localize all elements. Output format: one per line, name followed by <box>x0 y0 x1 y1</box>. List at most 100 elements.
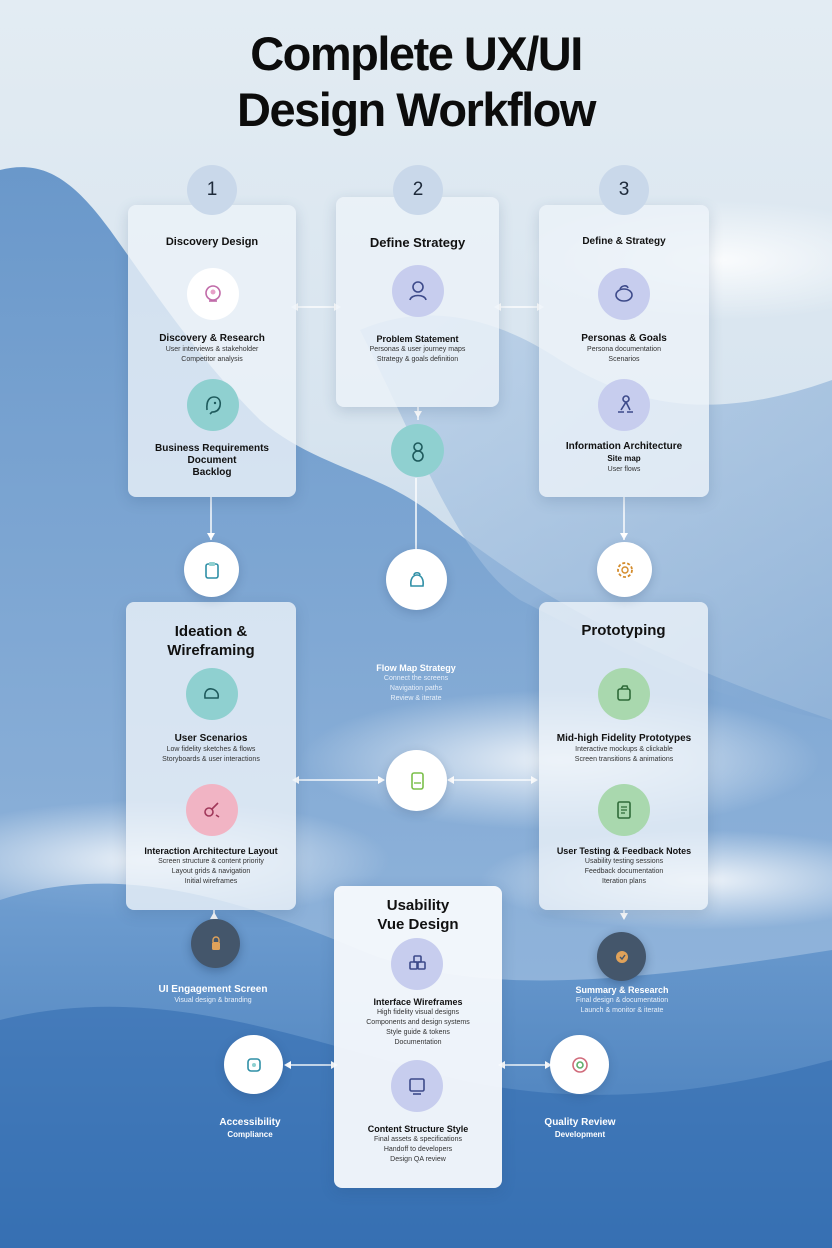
interaction-layout-line-2: Layout grids & navigation <box>171 868 251 875</box>
user-testing-line-3: Iteration plans <box>602 878 646 885</box>
components-icon <box>391 938 443 990</box>
user-face-icon <box>187 379 239 431</box>
summary-research-heading: Summary & Research <box>575 985 669 995</box>
flow-map-heading: Flow Map Strategy <box>376 663 456 673</box>
discovery-research-line-1: User interviews & stakeholder <box>165 346 259 353</box>
business-requirements-line-1: Document <box>187 455 237 466</box>
summary-research-label: Summary & Research Final design & docume… <box>546 984 698 1016</box>
flow-map-line-1: Connect the screens <box>383 675 449 682</box>
discovery-card-title: Discovery Design <box>165 236 259 248</box>
ui-engagement-line-1: Visual design & branding <box>174 997 252 1004</box>
ideation-title-line-2: Wireframing <box>167 642 255 659</box>
business-requirements-line-2: Backlog <box>192 467 232 478</box>
journey-node <box>386 549 447 610</box>
define-and-strategy-card-title: Define & Strategy <box>582 236 666 247</box>
ideation-title-line-1: Ideation & <box>174 623 248 640</box>
information-architecture-line-2: User flows <box>607 466 641 473</box>
usability-title-line-2: Vue Design <box>377 916 459 933</box>
personas-goals-line-2: Scenarios <box>608 356 640 363</box>
page-title: Complete UX/UI Design Workflow <box>0 26 832 138</box>
quality-review-node <box>550 1035 609 1094</box>
usability-card-title: Usability Vue Design <box>334 896 502 934</box>
interaction-layout-line-1: Screen structure & content priority <box>158 858 264 865</box>
define-and-strategy-card: Define & Strategy <box>539 205 709 497</box>
prototyping-card: Prototyping <box>539 602 708 910</box>
define-strategy-card-title: Define Strategy <box>369 235 466 250</box>
quality-review-line-1: Development <box>554 1130 606 1139</box>
lock-node <box>191 919 240 968</box>
interaction-layout-line-3: Initial wireframes <box>184 878 238 885</box>
interface-wireframes-line-4: Documentation <box>394 1039 442 1046</box>
problem-statement-line-2: Strategy & goals definition <box>376 356 459 363</box>
device-node <box>386 750 447 811</box>
personas-goals-label: Personas & Goals Persona documentation S… <box>549 333 699 365</box>
discovery-card: Discovery Design <box>128 205 296 497</box>
quality-review-label: Quality Review Development <box>520 1117 640 1141</box>
user-scenarios-label: User Scenarios Low fidelity sketches & f… <box>136 733 286 765</box>
mid-high-fidelity-label: Mid-high Fidelity Prototypes Interactive… <box>549 733 699 765</box>
gear-node <box>597 542 652 597</box>
flow-map-line-3: Review & iterate <box>390 695 442 702</box>
interaction-icon <box>186 784 238 836</box>
mid-high-fidelity-line-1: Interactive mockups & clickable <box>575 746 673 753</box>
persona-icon <box>392 265 444 317</box>
badge-node <box>597 932 646 981</box>
summary-research-line-1: Final design & documentation <box>575 997 669 1004</box>
user-scenarios-line-1: Low fidelity sketches & flows <box>166 746 256 753</box>
content-structure-line-3: Design QA review <box>390 1156 446 1163</box>
accessibility-line-1: Compliance <box>227 1130 273 1139</box>
sketch-icon <box>186 668 238 720</box>
business-requirements-heading: Business Requirements <box>155 443 269 454</box>
flow-map-note: Flow Map Strategy Connect the screens Na… <box>346 662 486 704</box>
ideation-card: Ideation & Wireframing <box>126 602 296 910</box>
ideation-card-title: Ideation & Wireframing <box>126 622 296 660</box>
business-requirements-label: Business Requirements Document Backlog <box>140 443 284 479</box>
title-line-2: Design Workflow <box>237 83 596 136</box>
problem-statement-label: Problem Statement Personas & user journe… <box>346 333 489 365</box>
step-3-badge: 3 <box>599 165 649 215</box>
sitemap-icon <box>598 379 650 431</box>
accessibility-label: Accessibility Compliance <box>190 1117 310 1141</box>
interface-wireframes-label: Interface Wireframes High fidelity visua… <box>344 996 492 1048</box>
interaction-layout-heading: Interaction Architecture Layout <box>144 846 278 856</box>
user-journey-icon <box>391 424 444 477</box>
research-icon <box>187 268 239 320</box>
document-icon <box>598 784 650 836</box>
ui-engagement-label: UI Engagement Screen Visual design & bra… <box>138 984 288 1006</box>
accessibility-node <box>224 1035 283 1094</box>
title-line-1: Complete UX/UI <box>250 27 583 80</box>
information-architecture-line-1: Site map <box>607 454 641 463</box>
content-structure-line-2: Handoff to developers <box>383 1146 453 1153</box>
user-testing-label: User Testing & Feedback Notes Usability … <box>549 845 699 887</box>
step-2-badge: 2 <box>393 165 443 215</box>
quality-review-heading: Quality Review <box>544 1117 616 1128</box>
goals-icon <box>598 268 650 320</box>
user-scenarios-heading: User Scenarios <box>174 733 248 744</box>
interface-wireframes-line-3: Style guide & tokens <box>386 1029 450 1036</box>
content-structure-label: Content Structure Style Final assets & s… <box>344 1123 492 1165</box>
user-scenarios-line-2: Storyboards & user interactions <box>162 756 260 763</box>
ui-engagement-heading: UI Engagement Screen <box>158 984 268 995</box>
interface-wireframes-line-2: Components and design systems <box>366 1019 470 1026</box>
discovery-research-label: Discovery & Research User interviews & s… <box>140 333 284 365</box>
mid-high-fidelity-line-2: Screen transitions & animations <box>574 756 674 763</box>
interaction-layout-label: Interaction Architecture Layout Screen s… <box>136 845 286 887</box>
prototype-icon <box>598 668 650 720</box>
problem-statement-heading: Problem Statement <box>376 334 459 344</box>
discovery-research-line-2: Competitor analysis <box>181 356 243 363</box>
screen-icon <box>391 1060 443 1112</box>
discovery-research-heading: Discovery & Research <box>159 333 265 344</box>
flow-map-line-2: Navigation paths <box>389 685 443 692</box>
user-testing-line-2: Feedback documentation <box>584 868 664 875</box>
interface-wireframes-line-1: High fidelity visual designs <box>376 1009 460 1016</box>
mid-high-fidelity-heading: Mid-high Fidelity Prototypes <box>556 733 692 744</box>
accessibility-heading: Accessibility <box>219 1117 281 1128</box>
personas-goals-line-1: Persona documentation <box>587 346 661 353</box>
personas-goals-heading: Personas & Goals <box>581 333 667 344</box>
summary-research-line-2: Launch & monitor & iterate <box>580 1007 664 1014</box>
step-1-badge: 1 <box>187 165 237 215</box>
user-testing-line-1: Usability testing sessions <box>584 858 664 865</box>
usability-card: Usability Vue Design <box>334 886 502 1188</box>
content-structure-heading: Content Structure Style <box>367 1124 469 1134</box>
clipboard-node <box>184 542 239 597</box>
